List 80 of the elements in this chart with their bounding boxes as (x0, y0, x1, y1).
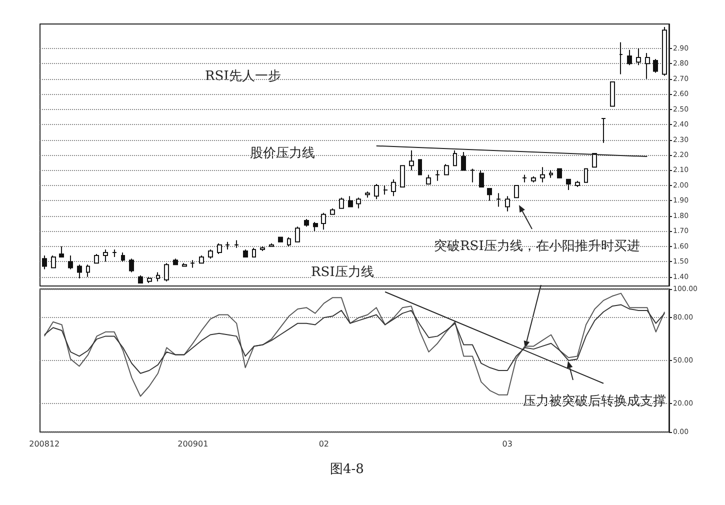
line-series (44, 304, 666, 374)
candlestick (234, 240, 239, 248)
candlestick (42, 255, 47, 270)
x-tick-label: 200901 (178, 440, 208, 448)
candlestick (269, 242, 274, 247)
candlestick (645, 52, 650, 80)
candlestick (252, 247, 256, 258)
candlestick (636, 48, 641, 66)
candlestick (496, 192, 501, 208)
candlestick (243, 248, 248, 258)
candlestick (217, 242, 222, 255)
candlestick (522, 174, 527, 183)
candlestick (514, 184, 519, 198)
candlestick (400, 165, 405, 188)
candlestick (103, 248, 108, 262)
candlestick (426, 174, 431, 184)
candlestick (444, 164, 449, 176)
candlestick (601, 118, 606, 144)
annotation: RSI压力线 (311, 265, 374, 280)
candlestick (330, 208, 335, 215)
x-tick-label: 02 (318, 440, 330, 448)
candlestick (138, 274, 143, 284)
candlestick (112, 248, 117, 258)
candlestick (129, 258, 134, 273)
candlestick (190, 260, 195, 268)
candlestick (208, 248, 213, 260)
candlestick (278, 236, 283, 242)
candlestick (619, 42, 623, 75)
candlestick (51, 255, 56, 268)
annotation: 股价压力线 (250, 146, 315, 161)
candlestick (540, 166, 545, 183)
candlestick (356, 197, 361, 209)
candlestick (409, 150, 414, 171)
candlestick (147, 276, 152, 284)
candlestick (321, 212, 326, 230)
candlestick (121, 252, 125, 262)
candlestick (584, 168, 588, 183)
candlestick (304, 218, 309, 228)
candlestick (418, 159, 422, 176)
candlestick (653, 58, 658, 74)
candlestick (383, 184, 388, 196)
candlestick (295, 226, 300, 242)
candlestick (592, 152, 597, 168)
x-tick-label: 03 (502, 440, 512, 448)
candlestick (505, 196, 510, 212)
candlestick (348, 196, 353, 208)
candlestick (479, 170, 484, 188)
candlestick (173, 258, 178, 266)
candlestick (68, 255, 73, 270)
candlestick (365, 191, 370, 198)
candlestick (374, 183, 379, 200)
candlestick (391, 178, 396, 197)
candlestick (470, 168, 475, 183)
candlestick (199, 255, 204, 264)
candlestick (487, 188, 492, 202)
candlestick (182, 262, 187, 267)
candlestick (156, 272, 160, 282)
candlestick (94, 254, 99, 264)
candlestick (339, 197, 344, 209)
candlestick (461, 151, 466, 171)
candlestick (557, 168, 562, 178)
candlestick (287, 236, 291, 247)
candlestick (610, 81, 615, 107)
candlestick (566, 178, 571, 191)
caption: 图4-8 (330, 462, 364, 477)
candlestick (662, 26, 667, 76)
candlestick (77, 264, 82, 279)
x-tick-label: 200812 (29, 440, 60, 448)
candlestick (549, 170, 553, 178)
candlestick (453, 150, 457, 166)
candlestick (260, 246, 265, 252)
candlestick (531, 176, 536, 183)
candlestick (575, 180, 580, 188)
candlestick (86, 264, 90, 278)
candlestick (435, 170, 440, 182)
candlestick (164, 262, 169, 282)
candlestick (225, 241, 230, 250)
candlestick (313, 222, 318, 232)
candlestick (59, 246, 64, 258)
candlestick (627, 49, 632, 66)
